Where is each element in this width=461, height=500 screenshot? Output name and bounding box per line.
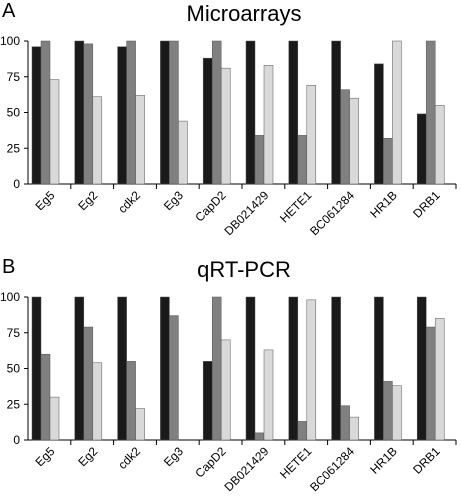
bar-drb1-series-1 [416,296,427,441]
bar-bc061284-series-3 [349,416,359,441]
bar-drb1-series-1 [416,113,427,185]
bar-hr1b-series-2 [383,381,393,441]
bar-hr1b-series-3 [392,385,402,441]
bar-drb1-series-2 [425,326,436,441]
bar-eg5-series-1 [31,46,42,185]
bar-capd2-series-1 [202,57,213,185]
chart-title: qRT-PCR [197,257,291,282]
bar-drb1-series-2 [425,40,436,185]
bar-eg3-series-1 [160,296,170,441]
bar-cdk2-series-1 [117,46,127,185]
x-tick-label: Eg2 [75,188,100,213]
x-tick-label: CapD2 [192,444,229,481]
panel-qrt-pcr: B qRT-PCR 100 75 50 25 0 Eg5 Eg2 cdk2 Eg3 CapD2 DB… [0,256,461,500]
bar-eg3-series-2 [169,40,179,185]
x-tick-label: BC061284 [307,444,357,494]
bar-eg5-series-2 [40,40,51,185]
bar-capd2-series-2 [211,296,222,441]
panel-microarrays: A Microarrays 100 75 50 25 0 Eg5 Eg2 cdk2 Eg3 Cap… [0,0,461,244]
x-tick-label: DB021429 [222,188,272,238]
x-tick-label: Eg2 [75,444,100,469]
bar-eg2-series-2 [83,326,94,441]
bar-eg3-series-3 [178,120,188,185]
bar-hete1-series-1 [288,40,299,185]
bar-cdk2-series-2 [126,40,136,185]
y-tick-label: 50 [7,362,21,376]
y-tick-label: 25 [7,397,21,411]
x-tick-label: HR1B [367,188,400,221]
bar-eg2-series-1 [74,40,85,185]
bar-eg5-series-3 [49,79,60,185]
bar-capd2-series-3 [220,67,231,185]
y-tick-label: 0 [13,433,20,447]
bar-db021429-series-1 [245,40,256,185]
bar-db021429-series-3 [263,65,274,185]
bar-capd2-series-2 [211,40,222,185]
bar-bc061284-series-3 [349,97,359,185]
bar-hr1b-series-1 [374,296,384,441]
y-tick-label: 75 [7,70,21,84]
bar-bc061284-series-1 [331,40,341,185]
x-tick-label: DRB1 [410,444,443,477]
bar-db021429-series-2 [254,135,265,185]
bar-hete1-series-3 [306,85,317,185]
x-tick-label: cdk2 [115,188,143,216]
bar-eg5-series-2 [40,353,51,441]
bar-hr1b-series-1 [374,63,384,185]
bar-eg2-series-2 [83,43,94,185]
bar-hete1-series-1 [288,296,299,441]
bar-eg2-series-3 [92,96,103,185]
y-tick-label: 100 [0,290,20,304]
bar-cdk2-series-3 [135,408,145,441]
bar-drb1-series-3 [434,105,445,185]
y-tick-label: 75 [7,326,21,340]
bar-hete1-series-2 [297,421,308,441]
x-tick-label: BC061284 [307,188,357,238]
x-tick-label: cdk2 [115,444,143,472]
y-tick-label: 25 [7,141,21,155]
panel-letter: A [2,0,16,22]
x-tick-label: Eg5 [33,444,58,469]
bar-cdk2-series-2 [126,361,136,441]
bar-drb1-series-3 [434,318,445,441]
chart-title: Microarrays [186,1,302,26]
x-tick-label: DB021429 [222,444,272,494]
bar-bc061284-series-1 [331,296,341,441]
x-tick-label: CapD2 [192,188,229,225]
bar-db021429-series-2 [254,432,265,441]
x-tick-label: HETE1 [277,444,314,481]
bar-bc061284-series-2 [340,405,350,441]
bar-hr1b-series-2 [383,137,393,185]
y-tick-label: 0 [13,177,20,191]
panel-letter: B [2,256,16,278]
x-tick-label: Eg5 [33,188,58,213]
bar-eg3-series-2 [169,315,179,441]
bar-db021429-series-3 [263,349,274,441]
x-tick-label: HR1B [367,444,400,477]
x-tick-label: Eg3 [161,188,186,213]
bar-eg2-series-1 [74,296,85,441]
bar-eg5-series-3 [49,396,60,441]
bar-eg5-series-1 [31,296,42,441]
bar-cdk2-series-3 [135,95,145,185]
bar-bc061284-series-2 [340,89,350,185]
bar-db021429-series-1 [245,296,256,441]
bar-hete1-series-3 [306,299,317,441]
x-tick-label: DRB1 [410,188,443,221]
x-tick-label: Eg3 [161,444,186,469]
bar-capd2-series-3 [220,339,231,441]
bar-hr1b-series-3 [392,40,402,185]
bar-eg3-series-1 [160,40,170,185]
x-tick-label: HETE1 [277,188,314,225]
bar-cdk2-series-1 [117,296,127,441]
y-tick-label: 100 [0,34,20,48]
y-tick-label: 50 [7,106,21,120]
bar-capd2-series-1 [202,361,213,441]
bar-hete1-series-2 [297,135,308,185]
bar-eg2-series-3 [92,362,103,441]
